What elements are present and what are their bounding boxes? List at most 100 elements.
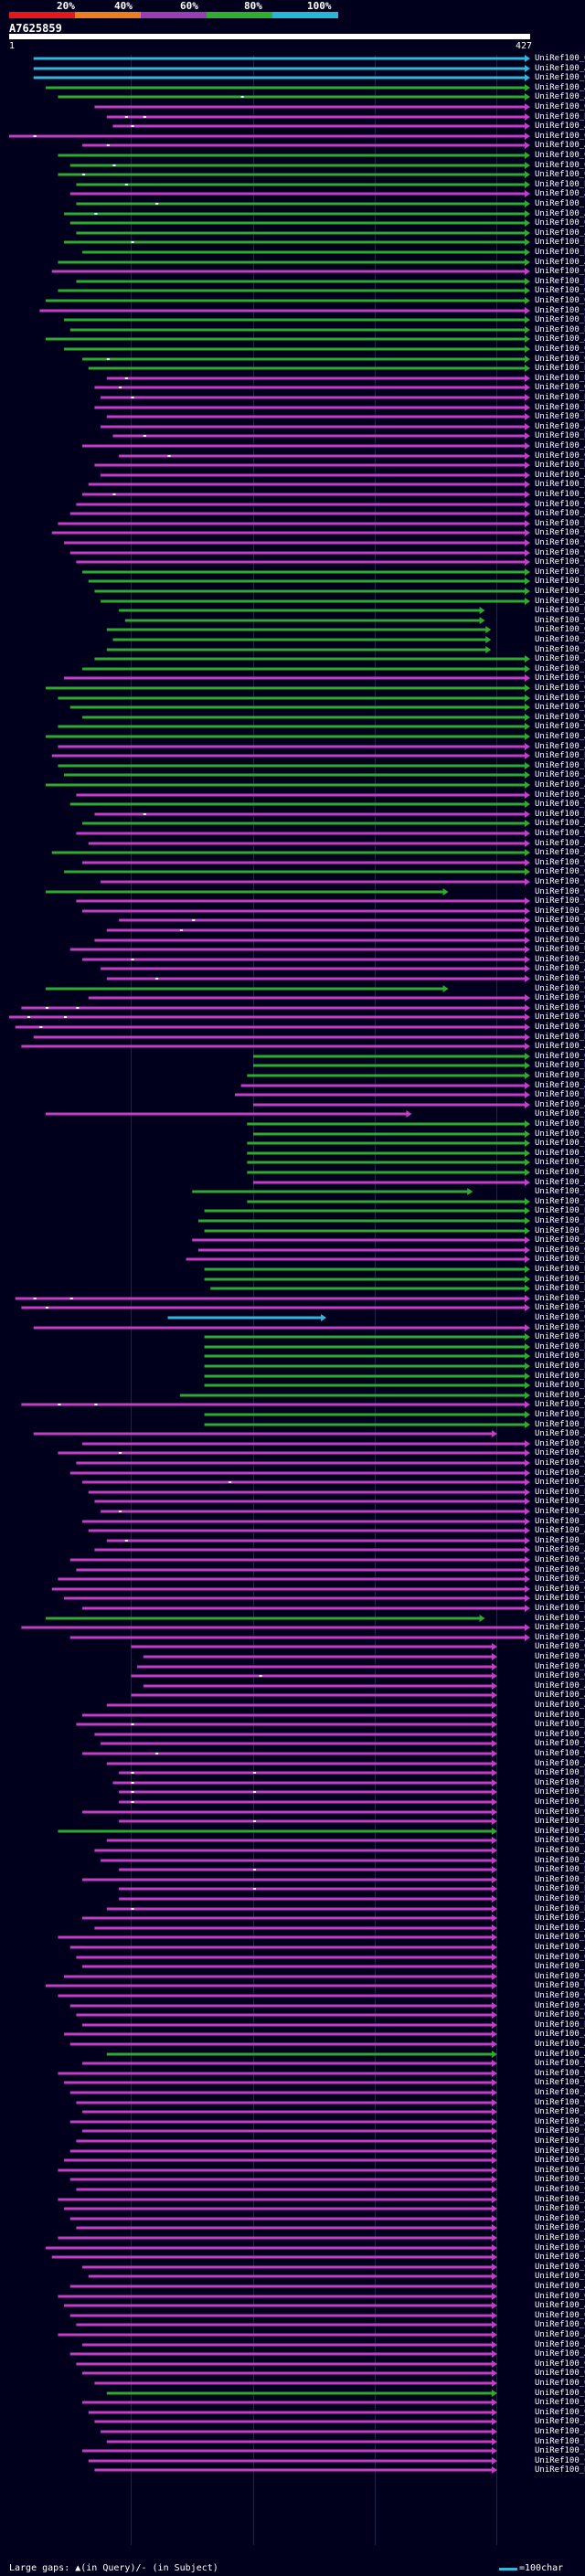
hit-label[interactable]: UniRef100_Q9XHP0 [535,2398,585,2407]
hit-label[interactable]: UniRef100_C1N5B4 [535,2272,585,2281]
hit-label[interactable]: UniRef100_B8AUP2 [535,2147,585,2156]
hit-bar[interactable] [88,842,526,845]
hit-label[interactable]: UniRef100_Q41039 [535,548,585,557]
hit-label[interactable]: UniRef100_Q43382 [535,1555,585,1564]
hit-label[interactable]: UniRef100_Q36718 [535,887,585,896]
hit-bar[interactable] [167,1316,324,1320]
hit-label[interactable]: UniRef100_Q44481 [535,858,585,867]
hit-bar[interactable] [119,1771,494,1775]
hit-label[interactable]: UniRef100_B6SX23 [535,1061,585,1070]
hit-bar[interactable] [82,2062,494,2065]
hit-label[interactable]: UniRef100_A4FS90 [535,1526,585,1535]
hit-label[interactable]: UniRef100_A4GPK9 [535,2349,585,2359]
hit-bar[interactable] [82,2265,494,2269]
hit-label[interactable]: UniRef100_B8B768 [535,364,585,373]
hit-label[interactable]: UniRef100_B3VV84 [535,1778,585,1787]
hit-bar[interactable] [82,2129,494,2133]
hit-label[interactable]: UniRef100_A9NQF7 [535,1429,585,1438]
hit-label[interactable]: UniRef100_C6TG33 [535,1129,585,1139]
hit-bar[interactable] [58,260,526,264]
hit-label[interactable]: UniRef100_C3UVT1 [535,1149,585,1158]
hit-bar[interactable] [51,2255,494,2259]
hit-label[interactable]: UniRef100_Q5SBM9 [535,1933,585,1942]
hit-bar[interactable] [46,299,527,302]
hit-label[interactable]: UniRef100_B9AJ38 [535,431,585,440]
hit-bar[interactable] [94,938,526,942]
hit-bar[interactable] [82,958,526,961]
hit-label[interactable]: UniRef100_Q9SGQ3 [535,974,585,983]
hit-bar[interactable] [106,1762,494,1765]
hit-label[interactable]: UniRef100_B6SZ29 [535,1342,585,1352]
hit-bar[interactable] [94,1548,526,1552]
hit-bar[interactable] [186,1257,526,1261]
hit-bar[interactable] [82,909,526,913]
hit-bar[interactable] [101,473,526,477]
hit-bar[interactable] [69,221,527,225]
hit-label[interactable]: UniRef100_A4GPN9 [535,1507,585,1516]
hit-label[interactable]: UniRef100_Q0D0Y2 [535,2369,585,2378]
hit-bar[interactable] [64,347,527,351]
hit-label[interactable]: UniRef100_B9TSJ6 [535,1720,585,1729]
hit-bar[interactable] [252,1103,526,1107]
hit-bar[interactable] [106,1839,494,1842]
hit-bar[interactable] [204,1345,527,1349]
hit-bar[interactable] [69,2004,494,2008]
hit-bar[interactable] [94,657,526,661]
hit-bar[interactable] [58,1577,526,1581]
hit-bar[interactable] [88,1529,526,1532]
hit-label[interactable]: UniRef100_B8FYF9 [535,1604,585,1613]
hit-bar[interactable] [76,2226,494,2230]
hit-bar[interactable] [21,1403,527,1406]
hit-bar[interactable] [131,1645,494,1648]
hit-label[interactable]: UniRef100_Q6Z9B3 [535,722,585,731]
hit-bar[interactable] [64,240,527,244]
hit-bar[interactable] [247,1122,526,1126]
hit-label[interactable]: UniRef100_B3VV86 [535,1865,585,1874]
hit-label[interactable]: UniRef100_A2SY37 [535,936,585,945]
hit-bar[interactable] [58,2333,494,2337]
hit-bar[interactable] [88,2274,494,2278]
hit-label[interactable]: UniRef100_Q9LVM1 [535,2156,585,2165]
hit-bar[interactable] [64,2032,494,2036]
hit-bar[interactable] [64,773,527,777]
hit-label[interactable]: UniRef100_Q40039 [535,2408,585,2417]
hit-label[interactable]: UniRef100_B6TR92 [535,519,585,528]
hit-bar[interactable] [82,2023,494,2027]
hit-bar[interactable] [33,67,527,70]
hit-bar[interactable] [106,2440,494,2443]
hit-bar[interactable] [46,735,527,738]
hit-bar[interactable] [46,1617,482,1620]
hit-label[interactable]: UniRef100_B6TN28 [535,393,585,402]
hit-label[interactable]: UniRef100_B6SZ34 [535,1332,585,1341]
hit-bar[interactable] [204,1335,527,1339]
hit-bar[interactable] [76,2101,494,2104]
hit-bar[interactable] [69,328,527,332]
hit-label[interactable]: UniRef100_Q9SYQ5 [535,345,585,354]
hit-label[interactable]: UniRef100_Q41038 [535,684,585,693]
hit-label[interactable]: UniRef100_A3B2B4 [535,1100,585,1109]
hit-label[interactable]: UniRef100_C6TKB2 [535,490,585,499]
hit-label[interactable]: UniRef100_B6SZ22 [535,1381,585,1390]
hit-label[interactable]: UniRef100_Q3EAJ6 [535,1652,585,1661]
hit-bar[interactable] [64,541,527,545]
hit-bar[interactable] [51,851,526,854]
hit-label[interactable]: UniRef100_C3UVT8 [535,1139,585,1148]
hit-bar[interactable] [112,124,527,128]
hit-bar[interactable] [64,870,527,874]
hit-bar[interactable] [106,2391,494,2395]
hit-bar[interactable] [69,1636,527,1639]
hit-label[interactable]: UniRef100_A8IS50 [535,189,585,198]
hit-bar[interactable] [69,2042,494,2046]
hit-bar[interactable] [58,1451,526,1455]
hit-bar[interactable] [46,86,527,90]
hit-bar[interactable] [82,2110,494,2114]
hit-label[interactable]: UniRef100_Q9XHU8 [535,1303,585,1312]
hit-label[interactable]: UniRef100_C5YZ36 [535,1187,585,1196]
hit-label[interactable]: UniRef100_Q43485 [535,170,585,179]
hit-label[interactable]: UniRef100_B6T037 [535,1488,585,1497]
hit-bar[interactable] [46,686,527,690]
hit-bar[interactable] [247,1161,526,1164]
hit-label[interactable]: UniRef100_C6TLU9 [535,1109,585,1118]
hit-label[interactable]: UniRef100_B9RL32 [535,761,585,770]
hit-bar[interactable] [58,745,526,748]
